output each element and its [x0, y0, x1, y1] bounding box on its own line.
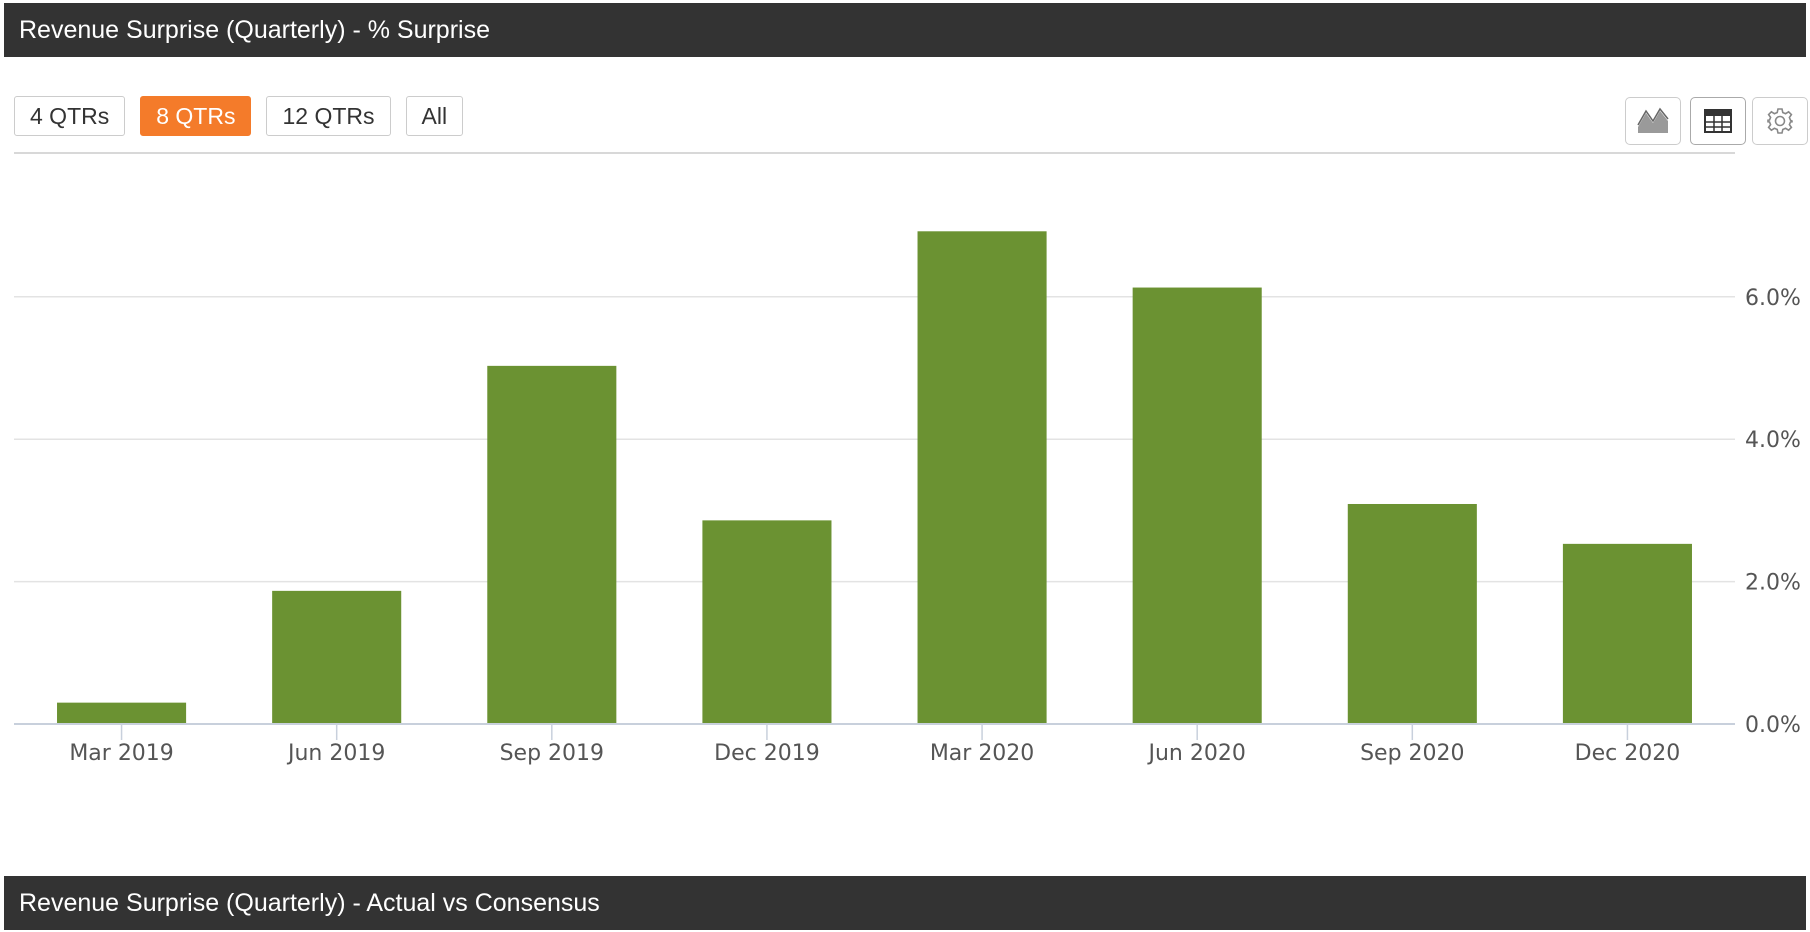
table-view-button[interactable]: [1690, 97, 1746, 145]
bar[interactable]: [917, 231, 1047, 724]
x-axis: [14, 723, 1735, 740]
bar[interactable]: [1562, 543, 1692, 724]
x-axis-labels: Mar 2019 Jun 2019 Sep 2019 Dec 2019 Mar 2020…: [69, 741, 1680, 766]
gear-icon: [1767, 108, 1793, 134]
chart-header-title: Revenue Surprise (Quarterly) - % Surpris…: [4, 3, 1806, 57]
y-axis-labels: 0.0% 2.0% 4.0% 6.0%: [1745, 286, 1801, 738]
x-tick-label: Sep 2019: [500, 741, 604, 766]
bar[interactable]: [487, 365, 617, 724]
area-chart-icon: [1637, 107, 1669, 133]
bar[interactable]: [1347, 503, 1477, 724]
range-8-qtrs-button[interactable]: 8 QTRs: [140, 96, 252, 136]
bar[interactable]: [57, 702, 187, 724]
x-tick-label: Dec 2019: [714, 741, 820, 766]
x-tick-label: Jun 2019: [286, 741, 385, 766]
y-tick-label: 0.0%: [1745, 713, 1801, 738]
y-tick-label: 4.0%: [1745, 428, 1801, 453]
range-button-group: 4 QTRs 8 QTRs 12 QTRs All: [14, 96, 478, 136]
bar[interactable]: [702, 520, 832, 724]
next-section-header-title: Revenue Surprise (Quarterly) - Actual vs…: [4, 876, 1806, 930]
area-chart-view-button[interactable]: [1625, 97, 1681, 145]
revenue-surprise-bar-chart: 0.0% 2.0% 4.0% 6.0% Mar 2019 Jun 2019 Sep 201…: [14, 152, 1801, 766]
range-all-button[interactable]: All: [405, 96, 464, 136]
table-icon: [1704, 109, 1732, 133]
x-tick-label: Jun 2020: [1147, 741, 1246, 766]
settings-button[interactable]: [1752, 97, 1808, 145]
range-12-qtrs-button[interactable]: 12 QTRs: [266, 96, 391, 136]
y-tick-label: 6.0%: [1745, 286, 1801, 311]
x-tick-label: Mar 2019: [69, 741, 174, 766]
bar[interactable]: [272, 590, 402, 724]
bars: [57, 231, 1692, 724]
bar[interactable]: [1132, 287, 1262, 724]
x-tick-label: Mar 2020: [930, 741, 1035, 766]
range-4-qtrs-button[interactable]: 4 QTRs: [14, 96, 126, 136]
x-tick-label: Dec 2020: [1575, 741, 1681, 766]
y-tick-label: 2.0%: [1745, 571, 1801, 596]
x-tick-label: Sep 2020: [1360, 741, 1464, 766]
